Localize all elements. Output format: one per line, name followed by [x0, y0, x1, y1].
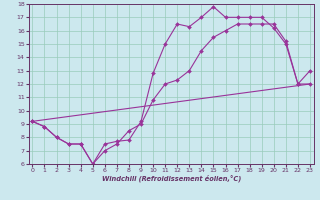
- X-axis label: Windchill (Refroidissement éolien,°C): Windchill (Refroidissement éolien,°C): [101, 175, 241, 182]
